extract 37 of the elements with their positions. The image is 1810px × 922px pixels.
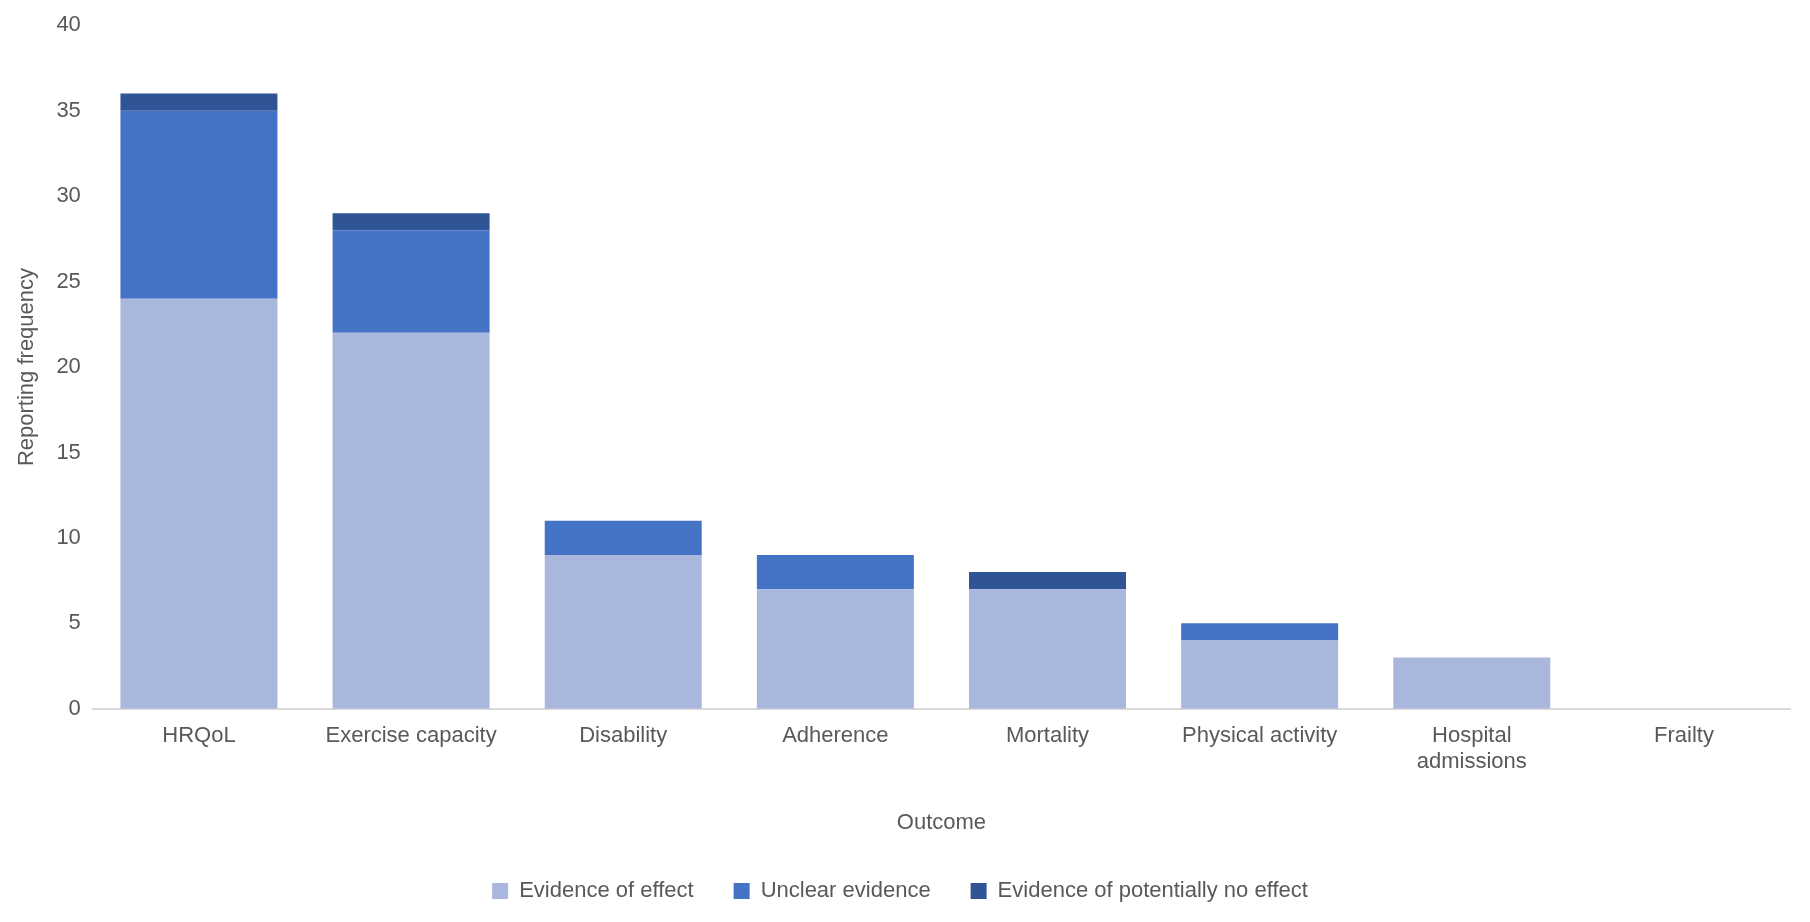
bar: [756, 589, 914, 709]
x-tick-label: Physical activity: [1182, 722, 1338, 748]
legend-label: Evidence of effect: [519, 877, 694, 903]
bar: [544, 554, 702, 709]
bar: [969, 589, 1126, 709]
bar: [332, 230, 490, 333]
y-tick-label: 30: [56, 182, 81, 208]
x-tick-label: HRQoL: [162, 722, 236, 748]
bar: [120, 298, 278, 709]
y-tick-label: 15: [56, 438, 81, 464]
x-tick-label: Adherence: [782, 722, 889, 748]
y-tick-label: 10: [56, 523, 81, 549]
legend-label: Evidence of potentially no effect: [997, 877, 1308, 903]
y-tick-label: 25: [56, 267, 81, 293]
bar: [1393, 657, 1551, 709]
x-tick-label: Disability: [579, 722, 668, 748]
y-tick-label: 35: [56, 96, 81, 122]
bar: [544, 520, 702, 555]
bar: [120, 110, 278, 299]
legend-label: Unclear evidence: [760, 877, 931, 903]
bar: [120, 93, 278, 111]
x-axis-title: Outcome: [896, 808, 987, 834]
y-tick-label: 20: [56, 353, 81, 379]
bar: [332, 213, 490, 231]
x-tick-label: Mortality: [1005, 722, 1090, 748]
bar: [1181, 623, 1339, 641]
bar: [1181, 640, 1339, 709]
y-tick-label: 0: [68, 694, 81, 720]
y-axis-title: Reporting frequency: [13, 267, 39, 467]
y-tick-label: 5: [68, 609, 81, 635]
x-tick-label: Exercise capacity: [325, 722, 497, 748]
y-tick-label: 40: [56, 11, 81, 37]
bar: [969, 572, 1126, 590]
x-tick-label: Frailty: [1653, 722, 1714, 748]
x-tick-label: Hospital admissions: [1416, 722, 1527, 774]
bar: [756, 554, 914, 590]
bar: [332, 332, 490, 709]
